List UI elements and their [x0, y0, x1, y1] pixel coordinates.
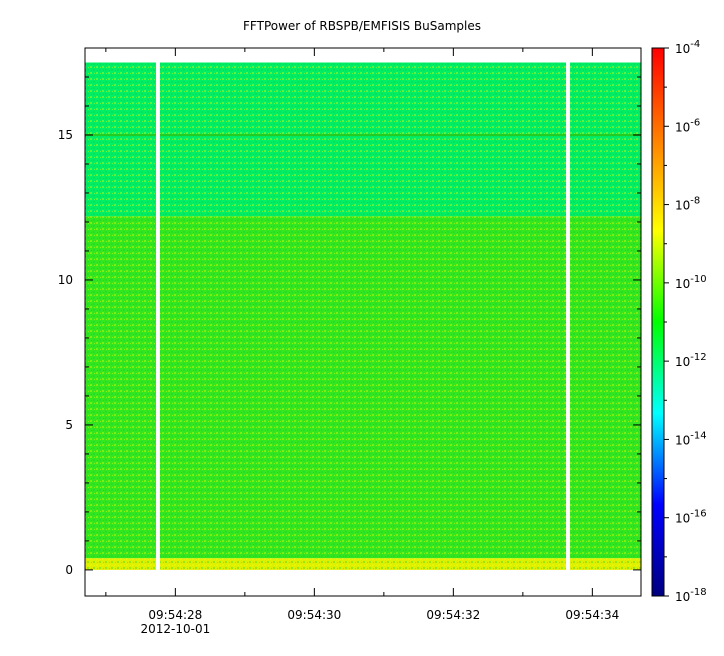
colorbar-tick-label-6: 10-16	[675, 509, 707, 526]
spectrogram-texture-0	[85, 62, 641, 217]
data-gap-0	[155, 62, 160, 570]
colorbar-axis: 10-4 10-6 10-8 10-10 10-12 10-14 10-16 10-18	[664, 39, 707, 604]
x-tick-label-3: 09:54:34	[565, 608, 619, 622]
y-axis: 0 5 10 15	[58, 47, 641, 577]
x-tick-label-1: 09:54:30	[287, 608, 341, 622]
colorbar-tick-label-2: 10-8	[675, 196, 700, 213]
x-tick-sublabel-0: 2012-10-01	[140, 622, 210, 636]
spectrogram-texture-1	[85, 216, 641, 559]
data-gap-1	[566, 62, 571, 570]
plot-frame	[84, 47, 642, 597]
y-tick-label-1: 5	[65, 418, 73, 432]
colorbar-tick-label-3: 10-10	[675, 274, 707, 291]
x-tick-label-2: 09:54:32	[426, 608, 480, 622]
chart-title: FFTPower of RBSPB/EMFISIS BuSamples	[243, 19, 481, 33]
y-tick-label-3: 15	[58, 128, 73, 142]
colorbar-tick-label-4: 10-12	[675, 352, 707, 369]
colorbar-tick-label-5: 10-14	[675, 430, 707, 447]
y-tick-label-2: 10	[58, 273, 73, 287]
plot-area	[85, 62, 641, 570]
colorbar	[651, 47, 665, 597]
colorbar-tick-label-7: 10-18	[675, 587, 707, 604]
spectrogram-texture-2	[85, 558, 641, 570]
y-tick-label-0: 0	[65, 563, 73, 577]
colorbar-tick-label-1: 10-6	[675, 117, 700, 134]
x-tick-label-0: 09:54:28	[148, 608, 202, 622]
colorbar-tick-label-0: 10-4	[675, 39, 700, 56]
